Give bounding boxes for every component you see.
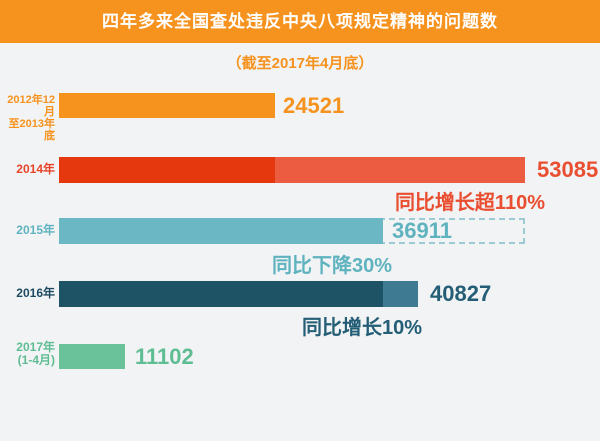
year-label-2013-line2: 至2013年底 xyxy=(8,118,55,142)
value-2015: 36911 xyxy=(392,218,452,243)
bar-2017 xyxy=(59,344,125,369)
value-2013: 24521 xyxy=(283,93,345,118)
growth-note-2016: 同比增长10% xyxy=(302,317,423,339)
year-label-2013-line1: 2012年12月 xyxy=(7,94,55,118)
bar-2014-base-segment xyxy=(59,157,275,183)
year-label-2014: 2014年 xyxy=(16,162,55,176)
year-label-2013: 2012年12月 至2013年底 xyxy=(0,94,55,142)
bar-2013 xyxy=(59,93,275,118)
value-2014: 53085 xyxy=(537,157,599,182)
year-label-2015: 2015年 xyxy=(16,223,55,237)
chart-title: 四年多来全国查处违反中央八项规定精神的问题数 xyxy=(102,12,498,31)
year-label-2017: 2017年 (1-4月) xyxy=(0,341,55,367)
growth-note-2014: 同比增长超110% xyxy=(394,192,545,214)
value-2016: 40827 xyxy=(430,281,492,306)
bar-2014 xyxy=(59,157,525,183)
value-2017: 11102 xyxy=(135,344,194,369)
bar-2016-base-segment xyxy=(59,281,383,307)
chart-subtitle: （截至2017年4月底） xyxy=(226,55,374,72)
year-label-2017-line2: (1-4月) xyxy=(17,353,55,367)
bar-2015 xyxy=(59,218,383,244)
bar-2016 xyxy=(59,281,418,307)
decline-note-2015: 同比下降30% xyxy=(272,255,393,277)
year-label-2017-line1: 2017年 xyxy=(16,340,55,354)
year-label-2016: 2016年 xyxy=(16,286,55,300)
header-banner: 四年多来全国查处违反中央八项规定精神的问题数 xyxy=(0,0,600,43)
